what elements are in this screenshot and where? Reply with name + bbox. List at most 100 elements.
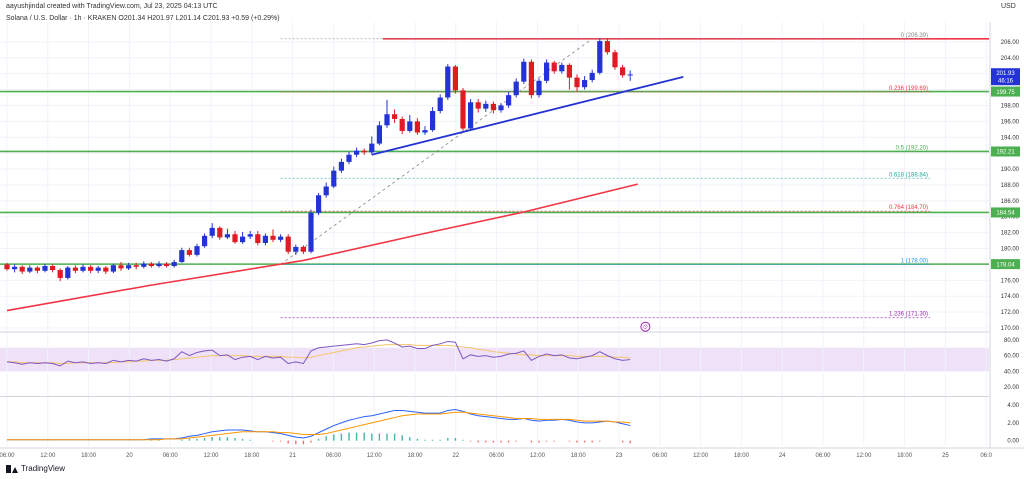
time-tick-label: 18:00 <box>734 453 750 459</box>
moving-average-line <box>6 183 638 312</box>
last-price-badge: 201.93 46:16 <box>991 68 1020 86</box>
candle-body <box>559 64 565 72</box>
rsi-tick-label: 40.00 <box>1004 369 1020 375</box>
candle <box>574 74 580 92</box>
time-tick-label: 18:00 <box>571 453 587 459</box>
candle <box>559 62 565 74</box>
price-tick-label: 180.00 <box>1001 247 1020 253</box>
price-level-badge: 178.04 <box>991 259 1020 270</box>
time-tick-label: 23 <box>616 453 623 459</box>
time-tick-label: 12:00 <box>693 453 709 459</box>
candle <box>604 38 610 55</box>
candle-body <box>346 154 352 162</box>
candle <box>331 166 337 189</box>
candle-body <box>12 266 18 270</box>
candle-body <box>224 234 230 238</box>
candle-body <box>95 267 101 271</box>
candle-body <box>475 102 481 109</box>
tradingview-logo[interactable]: TradingView <box>6 464 65 473</box>
rsi-tick-label: 80.00 <box>1004 338 1020 344</box>
candle <box>118 262 124 271</box>
candle-body <box>316 195 322 213</box>
time-tick-label: 06:00 <box>815 453 831 459</box>
price-tick-label: 186.00 <box>1001 199 1020 205</box>
time-tick-label: 21 <box>289 453 296 459</box>
last-price-value: 201.93 <box>996 71 1015 77</box>
candle <box>528 59 534 99</box>
candle-body <box>422 130 428 133</box>
candle-body <box>308 212 314 252</box>
candle-body <box>338 161 344 171</box>
candle <box>536 78 542 98</box>
candle <box>437 94 443 114</box>
price-level-badge-text: 192.21 <box>996 150 1015 156</box>
candle <box>430 107 436 132</box>
candle-body <box>126 265 132 269</box>
candle-body <box>255 234 261 243</box>
rsi-tick-label: 60.00 <box>1004 354 1020 360</box>
candle <box>110 263 116 274</box>
candle <box>422 126 428 135</box>
candle-body <box>4 264 10 270</box>
price-tick-label: 172.00 <box>1001 310 1020 316</box>
candle <box>285 234 291 255</box>
candle <box>399 116 405 135</box>
price-tick-label: 176.00 <box>1001 278 1020 284</box>
candle-body <box>323 186 329 196</box>
candle-body <box>361 150 367 153</box>
candle <box>4 262 10 271</box>
candle-body <box>460 90 466 129</box>
price-level-badge-bg <box>991 207 1020 218</box>
candle-body <box>57 270 63 278</box>
fib-level-label: 0.764 (184.70) <box>889 205 928 211</box>
candle <box>247 231 253 239</box>
candle-body <box>407 121 413 131</box>
price-tick-label: 188.00 <box>1001 183 1020 189</box>
candle <box>80 264 86 273</box>
candle-body <box>34 267 40 271</box>
candle-body <box>589 72 595 81</box>
candle <box>42 263 48 273</box>
symbol-ohlc-line: Solana / U.S. Dollar · 1h · KRAKEN O201.… <box>6 15 280 22</box>
time-tick-label: 06:0 <box>980 453 992 459</box>
candle-body <box>437 97 443 112</box>
candle-body <box>528 61 534 96</box>
price-level-badge-bg <box>991 86 1020 97</box>
candle <box>72 265 78 274</box>
candle <box>323 182 329 198</box>
candle <box>224 228 230 239</box>
candle <box>217 226 223 240</box>
time-tick-label: 06:00 <box>652 453 668 459</box>
candle <box>50 264 56 273</box>
candle-body <box>27 267 33 272</box>
candle <box>293 244 299 255</box>
candle <box>338 158 344 174</box>
price-tick-label: 184.00 <box>1001 215 1020 221</box>
candle-body <box>399 118 405 131</box>
candle <box>384 99 390 128</box>
candle-body <box>247 234 253 237</box>
candle-body <box>118 265 124 269</box>
fib-level-label: 1 (178.00) <box>901 258 928 264</box>
candle-body <box>110 265 116 272</box>
candle <box>278 234 284 243</box>
candle <box>346 151 352 165</box>
candle-body <box>521 61 527 82</box>
candle-body <box>620 67 626 76</box>
candle <box>612 49 618 70</box>
time-tick-label: 22 <box>452 453 459 459</box>
price-level-badge-bg <box>991 146 1020 157</box>
price-tick-label: 206.00 <box>1001 40 1020 46</box>
candle <box>407 115 413 133</box>
time-tick-label: 20 <box>126 453 133 459</box>
candle-body <box>194 246 200 255</box>
candle <box>171 259 177 268</box>
candle-body <box>513 81 519 96</box>
candle-body <box>612 52 618 68</box>
candle-body <box>240 236 246 243</box>
candle-body <box>544 62 550 81</box>
candle <box>475 99 481 113</box>
candle <box>148 262 154 268</box>
candle <box>88 265 94 274</box>
